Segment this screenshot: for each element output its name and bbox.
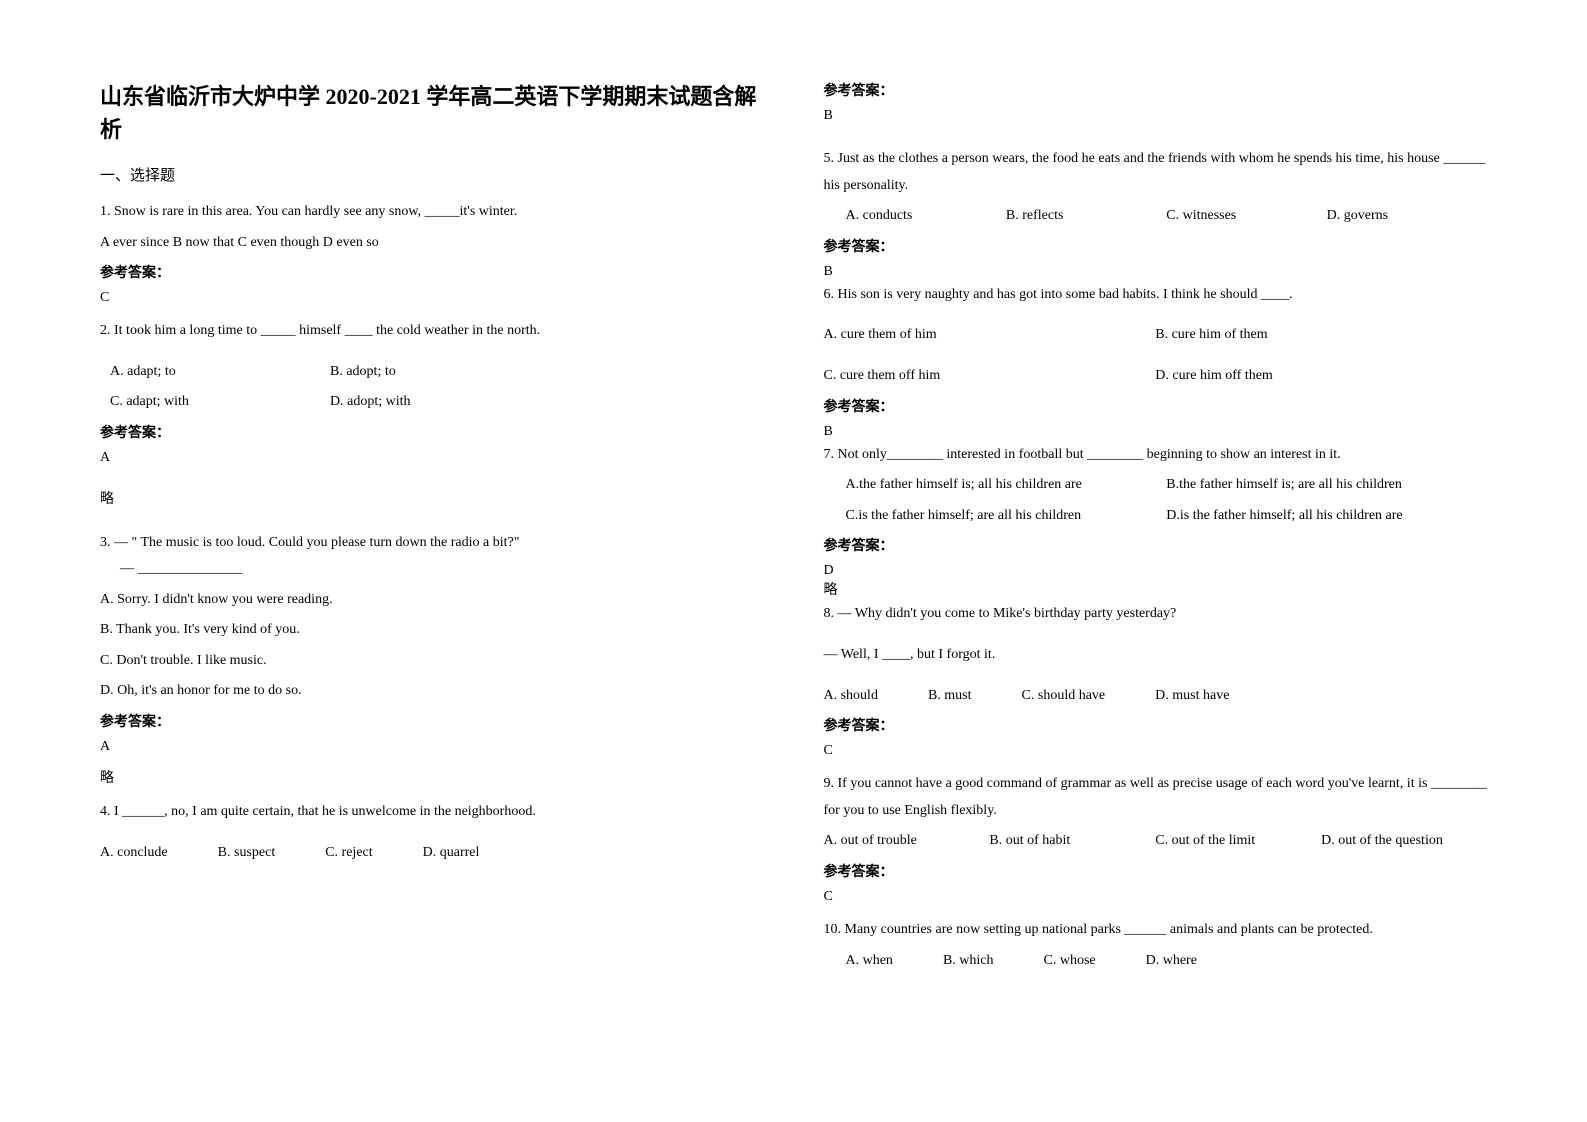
question-6-options-row1: A. cure them of him B. cure him of them <box>824 322 1488 349</box>
q8-opt-c: C. should have <box>1022 683 1106 710</box>
question-5-options: A. conducts B. reflects C. witnesses D. … <box>824 203 1488 230</box>
q7-opt-d: D.is the father himself; all his childre… <box>1166 503 1487 530</box>
question-4-answer: B <box>824 108 1488 124</box>
q10-opt-b: B. which <box>943 948 994 975</box>
q6-opt-b: B. cure him of them <box>1155 322 1487 349</box>
answer-label: 参考答案： <box>100 262 764 282</box>
q3-opt-b: B. Thank you. It's very kind of you. <box>100 617 764 644</box>
q9-opt-c: C. out of the limit <box>1155 828 1321 855</box>
question-2-answer: A <box>100 450 764 466</box>
question-9-options: A. out of trouble B. out of habit C. out… <box>824 828 1488 855</box>
q7-opt-b: B.the father himself is; are all his chi… <box>1166 472 1487 499</box>
question-9-answer: C <box>824 889 1488 905</box>
question-6: 6. His son is very naughty and has got i… <box>824 282 1488 309</box>
question-4-options: A. conclude B. suspect C. reject D. quar… <box>100 840 764 867</box>
question-2-options-row1: A. adapt; to B. adopt; to <box>100 359 764 386</box>
answer-label: 参考答案： <box>100 422 764 442</box>
q5-opt-d: D. governs <box>1327 203 1487 230</box>
answer-label: 参考答案： <box>824 715 1488 735</box>
q6-opt-d: D. cure him off them <box>1155 363 1487 390</box>
question-8-options: A. should B. must C. should have D. must… <box>824 683 1488 710</box>
q2-opt-c: C. adapt; with <box>100 389 330 416</box>
answer-label: 参考答案： <box>824 80 1488 100</box>
question-2-options-row2: C. adapt; with D. adopt; with <box>100 389 764 416</box>
section-heading: 一、选择题 <box>100 164 764 185</box>
omit-text: 略 <box>100 767 764 787</box>
question-7-options-row2: C.is the father himself; are all his chi… <box>824 503 1488 530</box>
question-8-line2: — Well, I ____, but I forgot it. <box>824 642 1488 669</box>
question-3-answer: A <box>100 739 764 755</box>
q9-opt-d: D. out of the question <box>1321 828 1487 855</box>
q3-opt-c: C. Don't trouble. I like music. <box>100 648 764 675</box>
q2-opt-d: D. adopt; with <box>330 389 560 416</box>
question-10: 10. Many countries are now setting up na… <box>824 917 1488 944</box>
omit-text: 略 <box>100 488 764 508</box>
q4-opt-b: B. suspect <box>218 840 276 867</box>
q4-opt-c: C. reject <box>325 840 372 867</box>
right-column: 参考答案： B 5. Just as the clothes a person … <box>824 80 1488 1082</box>
question-9: 9. If you cannot have a good command of … <box>824 771 1488 824</box>
q2-opt-b: B. adopt; to <box>330 359 560 386</box>
question-2: 2. It took him a long time to _____ hims… <box>100 318 764 345</box>
q4-opt-d: D. quarrel <box>423 840 480 867</box>
answer-label: 参考答案： <box>824 396 1488 416</box>
q3-opt-a: A. Sorry. I didn't know you were reading… <box>100 587 764 614</box>
q5-opt-a: A. conducts <box>846 203 1006 230</box>
q10-opt-a: A. when <box>846 948 893 975</box>
question-3-response-line: — _______________ <box>100 561 764 577</box>
question-7-answer: D <box>824 563 1488 579</box>
q3-opt-d: D. Oh, it's an honor for me to do so. <box>100 678 764 705</box>
q9-opt-b: B. out of habit <box>989 828 1155 855</box>
question-1-answer: C <box>100 290 764 306</box>
answer-label: 参考答案： <box>100 711 764 731</box>
q6-opt-a: A. cure them of him <box>824 322 1156 349</box>
question-3: 3. — " The music is too loud. Could you … <box>100 530 764 557</box>
question-7-options-row1: A.the father himself is; all his childre… <box>824 472 1488 499</box>
q5-opt-c: C. witnesses <box>1166 203 1326 230</box>
question-8-answer: C <box>824 743 1488 759</box>
question-6-options-row2: C. cure them off him D. cure him off the… <box>824 363 1488 390</box>
q5-opt-b: B. reflects <box>1006 203 1166 230</box>
question-7: 7. Not only________ interested in footba… <box>824 442 1488 469</box>
question-10-options: A. when B. which C. whose D. where <box>824 948 1488 975</box>
q8-opt-d: D. must have <box>1155 683 1229 710</box>
question-5-answer: B <box>824 264 1488 280</box>
q8-opt-a: A. should <box>824 683 878 710</box>
q7-opt-a: A.the father himself is; all his childre… <box>846 472 1167 499</box>
question-4: 4. I ______, no, I am quite certain, tha… <box>100 799 764 826</box>
question-6-answer: B <box>824 424 1488 440</box>
question-1-options: A ever since B now that C even though D … <box>100 230 764 257</box>
q10-opt-d: D. where <box>1146 948 1197 975</box>
document-title: 山东省临沂市大炉中学 2020-2021 学年高二英语下学期期末试题含解析 <box>100 80 764 146</box>
q7-opt-c: C.is the father himself; are all his chi… <box>846 503 1167 530</box>
q8-opt-b: B. must <box>928 683 972 710</box>
left-column: 山东省临沂市大炉中学 2020-2021 学年高二英语下学期期末试题含解析 一、… <box>100 80 764 1082</box>
q2-opt-a: A. adapt; to <box>100 359 330 386</box>
answer-label: 参考答案： <box>824 535 1488 555</box>
answer-label: 参考答案： <box>824 861 1488 881</box>
q9-opt-a: A. out of trouble <box>824 828 990 855</box>
q10-opt-c: C. whose <box>1044 948 1096 975</box>
omit-text: 略 <box>824 579 1488 599</box>
question-5: 5. Just as the clothes a person wears, t… <box>824 146 1488 199</box>
question-1: 1. Snow is rare in this area. You can ha… <box>100 199 764 226</box>
question-8: 8. — Why didn't you come to Mike's birth… <box>824 601 1488 628</box>
answer-label: 参考答案： <box>824 236 1488 256</box>
q4-opt-a: A. conclude <box>100 840 168 867</box>
q6-opt-c: C. cure them off him <box>824 363 1156 390</box>
